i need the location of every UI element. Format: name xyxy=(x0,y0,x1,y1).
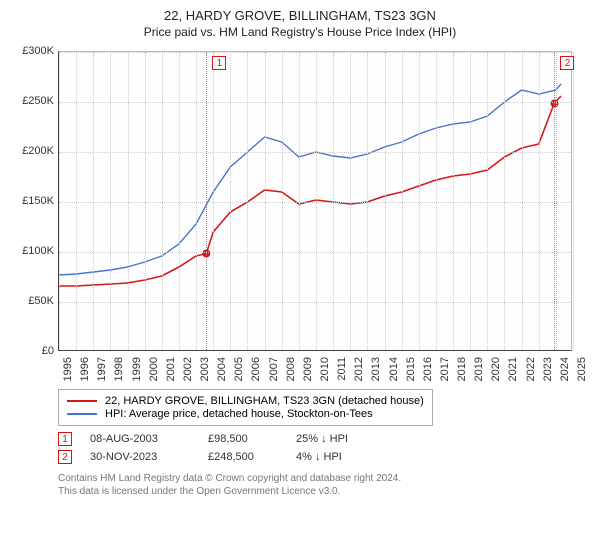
x-tick-label: 2020 xyxy=(490,357,502,381)
x-tick-label: 2004 xyxy=(216,357,228,381)
footer-line: Contains HM Land Registry data © Crown c… xyxy=(58,472,588,485)
legend-item: 22, HARDY GROVE, BILLINGHAM, TS23 3GN (d… xyxy=(67,395,424,407)
legend-label: 22, HARDY GROVE, BILLINGHAM, TS23 3GN (d… xyxy=(105,395,424,407)
x-tick-label: 2009 xyxy=(302,357,314,381)
plot-area: 12 xyxy=(58,51,572,351)
x-tick-label: 2018 xyxy=(456,357,468,381)
x-tick-label: 1996 xyxy=(79,357,91,381)
x-tick-label: 2013 xyxy=(370,357,382,381)
sale-marker-label: 1 xyxy=(212,56,226,70)
x-tick-label: 2007 xyxy=(268,357,280,381)
sale-marker-icon: 2 xyxy=(58,450,72,464)
sale-date: 08-AUG-2003 xyxy=(90,433,190,445)
x-tick-label: 2010 xyxy=(319,357,331,381)
x-tick-label: 2011 xyxy=(336,357,348,381)
x-tick-label: 2000 xyxy=(148,357,160,381)
sale-hpi-delta: 25% ↓ HPI xyxy=(296,433,386,445)
x-tick-label: 2021 xyxy=(507,357,519,381)
legend-swatch xyxy=(67,413,97,415)
series-price_paid xyxy=(59,96,561,286)
y-tick-label: £300K xyxy=(12,45,54,57)
x-tick-label: 2023 xyxy=(542,357,554,381)
y-tick-label: £150K xyxy=(12,195,54,207)
x-tick-label: 2001 xyxy=(165,357,177,381)
x-tick-label: 1997 xyxy=(96,357,108,381)
y-tick-label: £200K xyxy=(12,145,54,157)
y-tick-label: £100K xyxy=(12,245,54,257)
chart-svg xyxy=(59,52,571,350)
sale-price: £98,500 xyxy=(208,433,278,445)
legend-label: HPI: Average price, detached house, Stoc… xyxy=(105,408,373,420)
chart-area: £0£50K£100K£150K£200K£250K£300K 12 19951… xyxy=(12,45,588,385)
series-hpi xyxy=(59,84,561,275)
sale-marker-label: 2 xyxy=(560,56,574,70)
x-tick-label: 2006 xyxy=(250,357,262,381)
sale-price: £248,500 xyxy=(208,451,278,463)
x-tick-label: 2022 xyxy=(525,357,537,381)
sale-date: 30-NOV-2023 xyxy=(90,451,190,463)
sale-hpi-delta: 4% ↓ HPI xyxy=(296,451,386,463)
x-tick-label: 1999 xyxy=(131,357,143,381)
x-tick-label: 1995 xyxy=(62,357,74,381)
sales-table: 1 08-AUG-2003 £98,500 25% ↓ HPI 2 30-NOV… xyxy=(58,432,588,464)
x-tick-label: 2025 xyxy=(576,357,588,381)
sale-row: 2 30-NOV-2023 £248,500 4% ↓ HPI xyxy=(58,450,588,464)
title-subtitle: Price paid vs. HM Land Registry's House … xyxy=(12,25,588,39)
y-tick-label: £0 xyxy=(12,345,54,357)
x-tick-label: 2019 xyxy=(473,357,485,381)
x-tick-label: 2008 xyxy=(285,357,297,381)
chart-container: 22, HARDY GROVE, BILLINGHAM, TS23 3GN Pr… xyxy=(0,0,600,560)
sale-marker-icon: 1 xyxy=(58,432,72,446)
x-tick-label: 1998 xyxy=(113,357,125,381)
x-tick-label: 2012 xyxy=(353,357,365,381)
x-tick-label: 2002 xyxy=(182,357,194,381)
legend-box: 22, HARDY GROVE, BILLINGHAM, TS23 3GN (d… xyxy=(58,389,433,426)
footer-attribution: Contains HM Land Registry data © Crown c… xyxy=(58,472,588,498)
x-tick-label: 2003 xyxy=(199,357,211,381)
legend-swatch xyxy=(67,400,97,402)
x-tick-label: 2016 xyxy=(422,357,434,381)
sale-row: 1 08-AUG-2003 £98,500 25% ↓ HPI xyxy=(58,432,588,446)
x-tick-label: 2015 xyxy=(405,357,417,381)
x-tick-label: 2017 xyxy=(439,357,451,381)
legend-item: HPI: Average price, detached house, Stoc… xyxy=(67,408,424,420)
y-tick-label: £250K xyxy=(12,95,54,107)
x-tick-label: 2014 xyxy=(388,357,400,381)
x-tick-label: 2024 xyxy=(559,357,571,381)
title-address: 22, HARDY GROVE, BILLINGHAM, TS23 3GN xyxy=(12,8,588,23)
footer-line: This data is licensed under the Open Gov… xyxy=(58,485,588,498)
y-tick-label: £50K xyxy=(12,295,54,307)
x-tick-label: 2005 xyxy=(233,357,245,381)
